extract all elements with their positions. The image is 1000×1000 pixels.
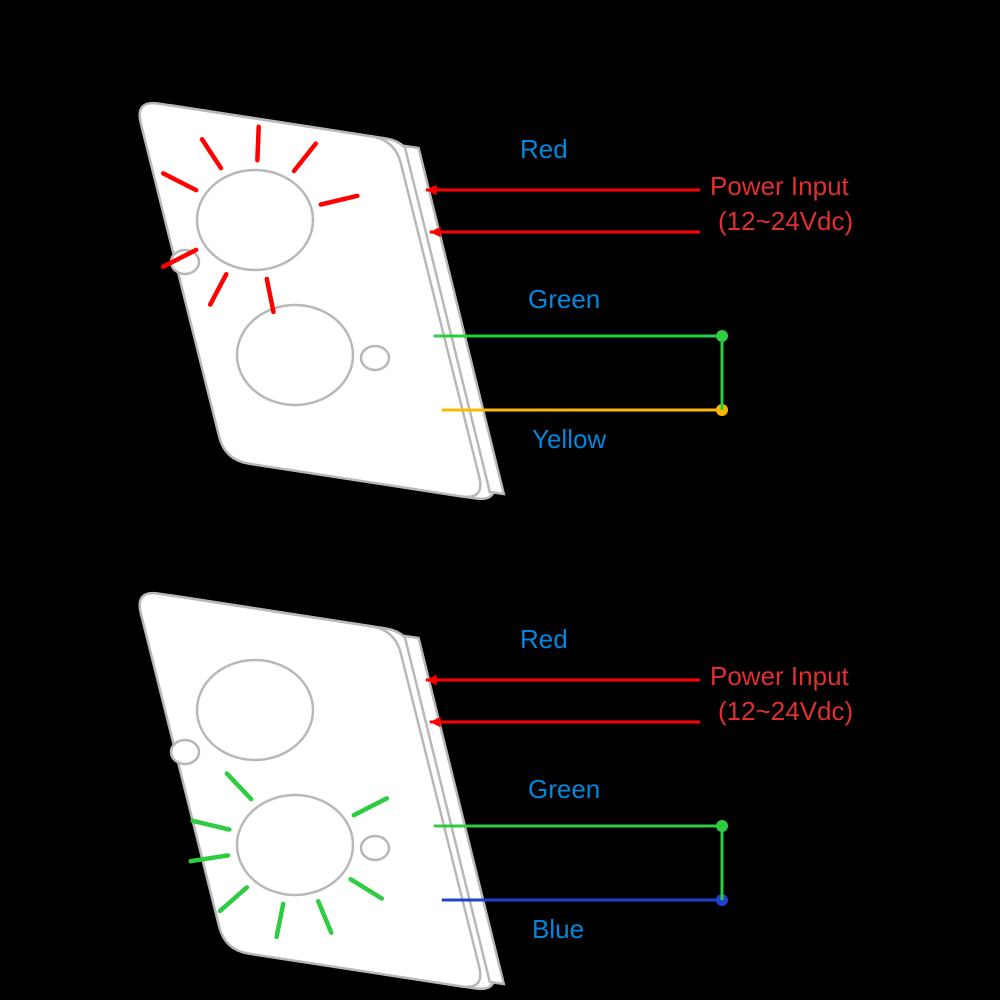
svg-text:(12~24Vdc): (12~24Vdc) (718, 206, 853, 236)
svg-text:Power Input: Power Input (710, 171, 850, 201)
svg-text:Red: Red (520, 134, 568, 164)
diagram-unit: Red Power Input (12~24Vdc) Green Blue (140, 593, 853, 989)
svg-text:Power Input: Power Input (710, 661, 850, 691)
svg-text:(12~24Vdc): (12~24Vdc) (718, 696, 853, 726)
diagram-unit: Red Power Input (12~24Vdc) Green Yellow (140, 103, 853, 499)
wiring-diagram: Red Power Input (12~24Vdc) Green Yellow Red Po… (0, 0, 1000, 1000)
svg-text:Green: Green (528, 774, 600, 804)
svg-text:Yellow: Yellow (532, 424, 606, 454)
svg-text:Red: Red (520, 624, 568, 654)
svg-text:Blue: Blue (532, 914, 584, 944)
svg-text:Green: Green (528, 284, 600, 314)
